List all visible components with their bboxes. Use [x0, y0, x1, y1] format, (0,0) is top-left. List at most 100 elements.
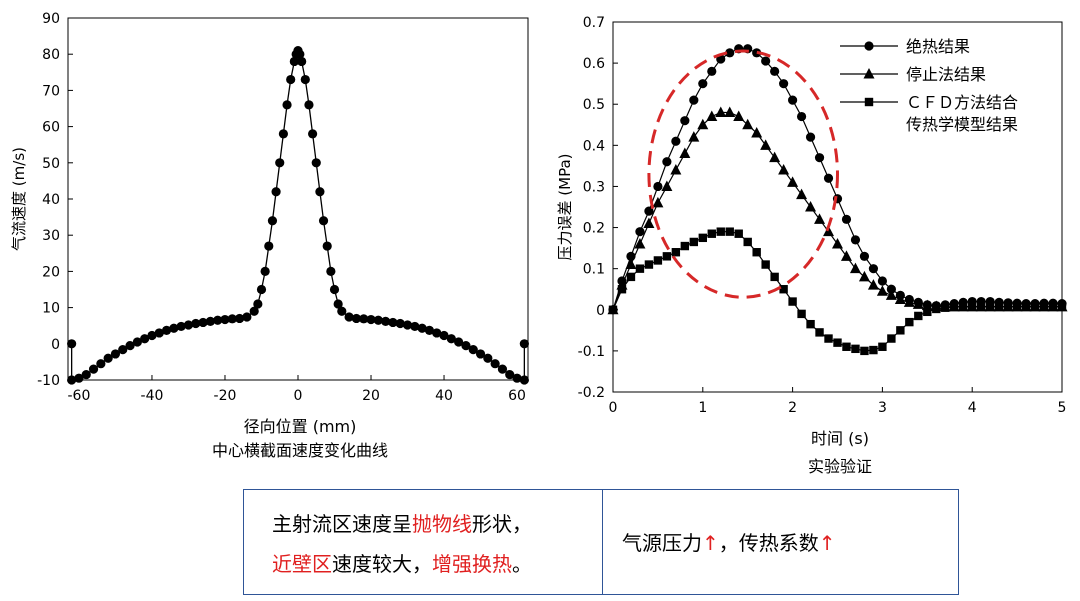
triangle-point [679, 147, 691, 159]
velocity-point [475, 349, 486, 359]
square-point [1057, 302, 1067, 311]
y-tick-label: -0.1 [578, 344, 605, 360]
highlight-text: 近壁区 [272, 552, 332, 576]
x-tick-label: -20 [214, 388, 237, 404]
square-point [698, 233, 707, 243]
x-tick-label: 3 [878, 400, 887, 416]
square-point [941, 303, 950, 312]
velocity-point [351, 313, 362, 324]
square-point [860, 346, 869, 356]
circle-point [698, 79, 708, 89]
series-3 [608, 227, 1067, 356]
circle-point [680, 116, 690, 126]
circle-point [662, 157, 672, 167]
triangle-point [814, 213, 826, 224]
velocity-point [183, 320, 194, 330]
velocity-point [300, 74, 310, 85]
triangle-point [823, 225, 835, 237]
velocity-point [366, 314, 376, 325]
square-point [950, 302, 959, 312]
right-chart-title: 实验验证 [807, 457, 872, 476]
velocity-point [295, 49, 305, 59]
circle-point [653, 181, 663, 192]
circle-point [823, 173, 834, 183]
velocity-point [234, 313, 245, 324]
left-chart-xlabel: 径向位置 (mm) [243, 417, 357, 436]
velocity-point [322, 241, 332, 251]
legend-label: ＣＦＤ方法结合 [906, 93, 1018, 112]
triangle-point [787, 176, 799, 187]
velocity-point [311, 158, 321, 168]
velocity-point [304, 100, 314, 110]
triangle-point [876, 285, 888, 296]
square-point [1012, 302, 1022, 311]
triangle-point [921, 299, 933, 311]
velocity-point [264, 241, 274, 251]
highlight-text: 抛物线 [412, 512, 472, 536]
legend-circle-marker [864, 41, 874, 51]
circle-point [707, 66, 717, 76]
square-point [635, 264, 645, 273]
velocity-point [395, 318, 405, 329]
velocity-point [497, 364, 508, 374]
velocity-point [432, 328, 442, 338]
x-tick-label: 2 [788, 400, 797, 416]
circle-point [761, 56, 771, 66]
triangle-point [805, 201, 817, 212]
velocity-point [154, 328, 164, 338]
velocity-point [81, 369, 91, 380]
square-point [626, 272, 636, 282]
velocity-point [373, 315, 383, 325]
velocity-point [318, 216, 329, 226]
y-tick-label: 80 [42, 47, 60, 63]
plain-text: 气源压力 [622, 531, 702, 555]
square-point [968, 302, 977, 311]
velocity-point [96, 359, 106, 369]
x-tick-label: 0 [294, 388, 303, 404]
triangle-point [733, 110, 745, 122]
y-tick-label: 70 [42, 83, 60, 99]
velocity-point [253, 299, 263, 309]
triangle-point [903, 296, 915, 307]
velocity-point [461, 341, 471, 351]
velocity-point [278, 129, 288, 139]
square-point [842, 342, 851, 351]
velocity-point [161, 325, 172, 336]
triangle-point [652, 196, 664, 208]
x-tick-label: 20 [362, 388, 380, 404]
velocity-point [205, 316, 215, 326]
triangle-point [760, 139, 772, 150]
x-tick-label: 60 [508, 388, 526, 404]
summary-left-line1: 主射流区速度呈抛物线形状， [272, 504, 532, 544]
circle-point [859, 251, 870, 261]
y-tick-label: 0 [596, 303, 605, 319]
velocity-point [381, 316, 391, 326]
circle-point [779, 79, 789, 89]
y-tick-label: -0.2 [578, 385, 605, 401]
square-point [752, 248, 761, 257]
velocity-point [227, 314, 237, 324]
square-point [779, 285, 788, 294]
legend-label: 绝热结果 [906, 37, 970, 56]
y-tick-label: 0.7 [583, 15, 605, 31]
square-point [761, 260, 770, 269]
square-point [797, 309, 806, 319]
triangle-point [778, 164, 790, 175]
velocity-point [176, 321, 186, 332]
velocity-point [388, 317, 398, 328]
velocity-point [344, 312, 354, 322]
x-tick-label: 4 [968, 400, 977, 416]
square-point [725, 227, 734, 236]
velocity-point [249, 306, 259, 316]
triangle-point [670, 164, 682, 175]
plain-text: 。 [512, 552, 532, 576]
legend-label: 传热学模型结果 [906, 115, 1018, 134]
triangle-point [697, 118, 709, 130]
velocity-point [297, 56, 307, 67]
velocity-point [103, 353, 113, 363]
square-point [815, 328, 824, 337]
velocity-point [242, 312, 252, 322]
circle-point [689, 95, 699, 105]
y-tick-label: 10 [42, 301, 60, 317]
